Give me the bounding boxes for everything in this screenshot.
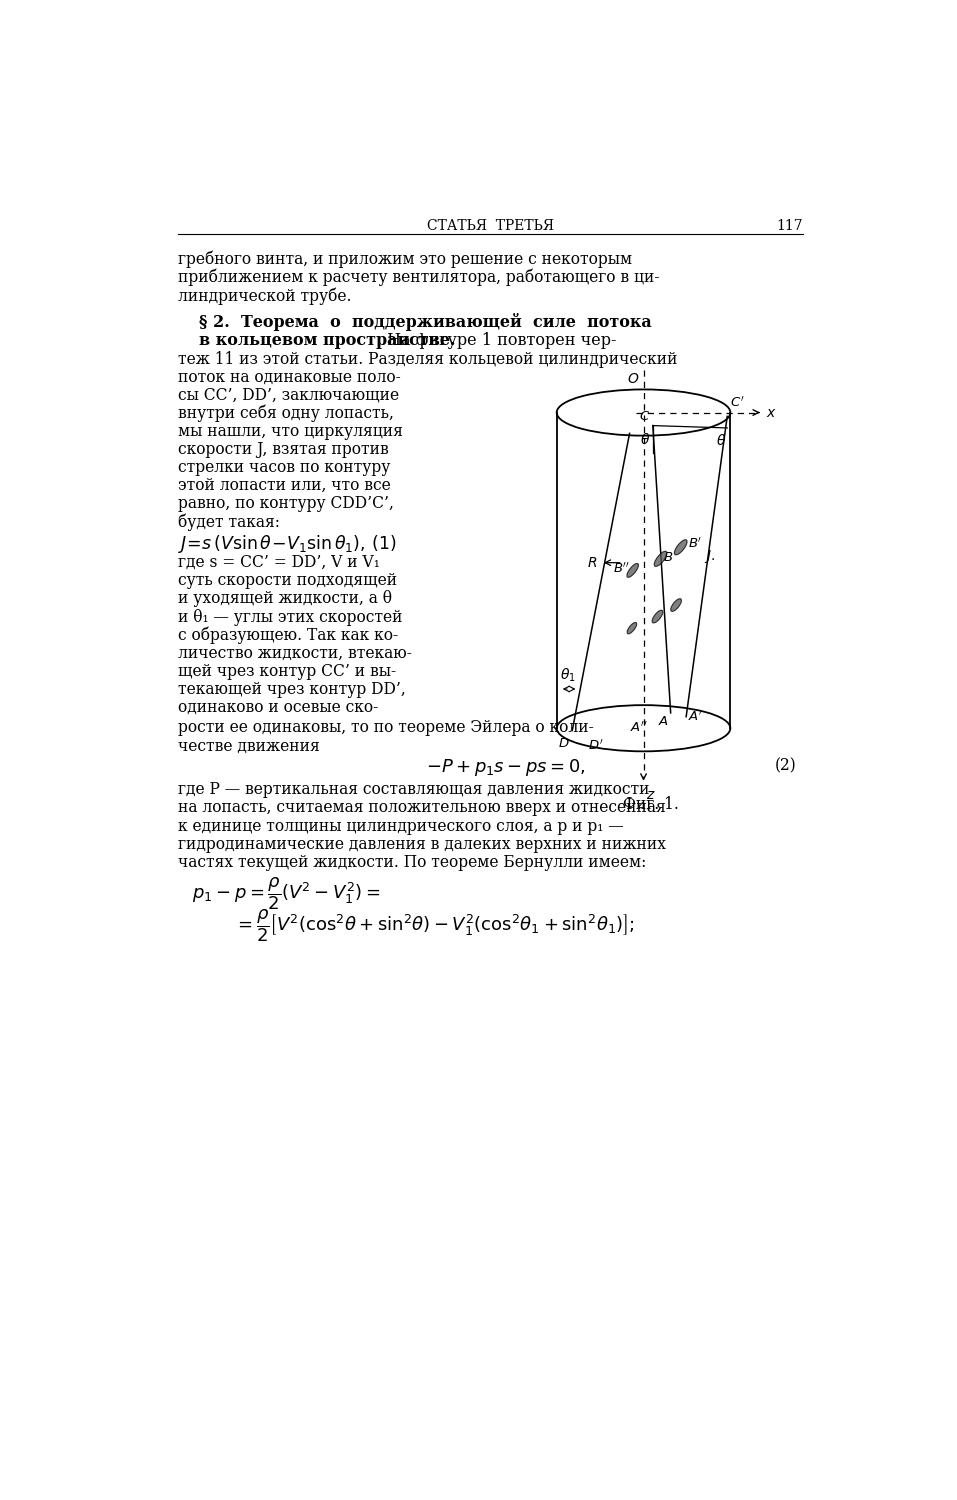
Ellipse shape: [655, 552, 667, 567]
Text: (2): (2): [775, 758, 797, 774]
Text: сы CC’, DD’, заключающие: сы CC’, DD’, заключающие: [178, 387, 399, 404]
Text: в кольцевом пространстве.: в кольцевом пространстве.: [199, 332, 456, 348]
Text: $O$: $O$: [627, 372, 639, 386]
Text: этой лопасти или, что все: этой лопасти или, что все: [178, 477, 390, 494]
Text: $B''$: $B''$: [612, 561, 630, 576]
Text: $C$: $C$: [638, 411, 650, 423]
Text: $= \dfrac{\rho}{2}\left[V^2(\cos^2\!\theta + \sin^2\!\theta) - V_1^2(\cos^2\!\th: $= \dfrac{\rho}{2}\left[V^2(\cos^2\!\the…: [234, 908, 634, 944]
Text: $A$: $A$: [658, 716, 669, 728]
Text: гидродинамические давления в далеких верхних и нижних: гидродинамические давления в далеких вер…: [178, 836, 666, 852]
Text: и уходящей жидкости, а θ: и уходящей жидкости, а θ: [178, 591, 391, 608]
Text: Фиг. 1.: Фиг. 1.: [623, 796, 679, 813]
Text: $p_1 - p = \dfrac{\rho}{2}(V^2 - V_1^2) =$: $p_1 - p = \dfrac{\rho}{2}(V^2 - V_1^2) …: [191, 874, 380, 912]
Text: мы нашли, что циркуляция: мы нашли, что циркуляция: [178, 423, 403, 439]
Text: § 2.  Теорема  о  поддерживающей  силе  потока: § 2. Теорема о поддерживающей силе поток…: [199, 314, 653, 332]
Ellipse shape: [652, 610, 663, 622]
Text: $D$: $D$: [558, 736, 570, 750]
Text: $J.$: $J.$: [704, 548, 715, 566]
Text: теж 11 из этой статьи. Разделяя кольцевой цилиндрический: теж 11 из этой статьи. Разделяя кольцево…: [178, 351, 678, 368]
Text: гребного винта, и приложим это решение с некоторым: гребного винта, и приложим это решение с…: [178, 251, 632, 268]
Text: внутри себя одну лопасть,: внутри себя одну лопасть,: [178, 405, 393, 423]
Text: $A''$: $A''$: [630, 720, 647, 735]
Text: $C'$: $C'$: [729, 396, 745, 410]
Text: $x$: $x$: [766, 405, 777, 420]
Text: $-P + p_1 s - ps = 0,$: $-P + p_1 s - ps = 0,$: [426, 758, 586, 778]
Text: линдрической трубе.: линдрической трубе.: [178, 286, 351, 304]
Text: к единице толщины цилиндрического слоя, а p и p₁ —: к единице толщины цилиндрического слоя, …: [178, 818, 623, 834]
Text: стрелки часов по контуру: стрелки часов по контуру: [178, 459, 390, 476]
Text: $J\!=\!s\,(V\sin\theta\!-\!V_1\sin\theta_1),\,(1)$: $J\!=\!s\,(V\sin\theta\!-\!V_1\sin\theta…: [178, 532, 396, 555]
Text: $B$: $B$: [663, 550, 673, 564]
Text: $D'$: $D'$: [588, 738, 603, 753]
Text: $\theta_1$: $\theta_1$: [561, 666, 576, 684]
Text: поток на одинаковые поло-: поток на одинаковые поло-: [178, 369, 400, 386]
Text: суть скорости подходящей: суть скорости подходящей: [178, 573, 397, 590]
Text: приближением к расчету вентилятора, работающего в ци-: приближением к расчету вентилятора, рабо…: [178, 268, 659, 286]
Text: и θ₁ — углы этих скоростей: и θ₁ — углы этих скоростей: [178, 609, 402, 625]
Text: с образующею. Так как ко-: с образующею. Так как ко-: [178, 627, 398, 644]
Text: одинаково и осевые ско-: одинаково и осевые ско-: [178, 699, 378, 715]
Text: $R$: $R$: [588, 555, 598, 570]
Text: где P — вертикальная составляющая давления жидкости: где P — вертикальная составляющая давлен…: [178, 782, 649, 798]
Text: $A'$: $A'$: [688, 710, 703, 724]
Text: где s = CC’ = DD’, V и V₁: где s = CC’ = DD’, V и V₁: [178, 554, 380, 572]
Text: $\theta$: $\theta$: [640, 432, 651, 447]
Ellipse shape: [671, 598, 681, 612]
Text: текающей чрез контур DD’,: текающей чрез контур DD’,: [178, 681, 406, 698]
Text: частях текущей жидкости. По теореме Бернулли имеем:: частях текущей жидкости. По теореме Берн…: [178, 853, 646, 870]
Text: будет такая:: будет такая:: [178, 513, 279, 531]
Text: личество жидкости, втекаю-: личество жидкости, втекаю-: [178, 645, 412, 662]
Text: 117: 117: [776, 219, 803, 232]
Ellipse shape: [627, 622, 636, 634]
Text: скорости J, взятая против: скорости J, взятая против: [178, 441, 389, 458]
Text: равно, по контуру CDD’C’,: равно, по контуру CDD’C’,: [178, 495, 393, 513]
Text: $\theta$: $\theta$: [716, 433, 726, 448]
Text: щей чрез контур CC’ и вы-: щей чрез контур CC’ и вы-: [178, 663, 396, 680]
Text: рости ее одинаковы, то по теореме Эйлера о коли-: рости ее одинаковы, то по теореме Эйлера…: [178, 720, 593, 736]
Text: $B'$: $B'$: [688, 536, 702, 550]
Ellipse shape: [627, 564, 638, 578]
Text: СТАТЬЯ  ТРЕТЬЯ: СТАТЬЯ ТРЕТЬЯ: [427, 219, 554, 232]
Text: На фигуре 1 повторен чер-: На фигуре 1 повторен чер-: [383, 332, 617, 348]
Text: на лопасть, считаемая положительною вверх и отнесенная: на лопасть, считаемая положительною ввер…: [178, 800, 665, 816]
Ellipse shape: [675, 540, 687, 555]
Text: $z$: $z$: [646, 789, 656, 802]
Text: честве движения: честве движения: [178, 738, 320, 754]
